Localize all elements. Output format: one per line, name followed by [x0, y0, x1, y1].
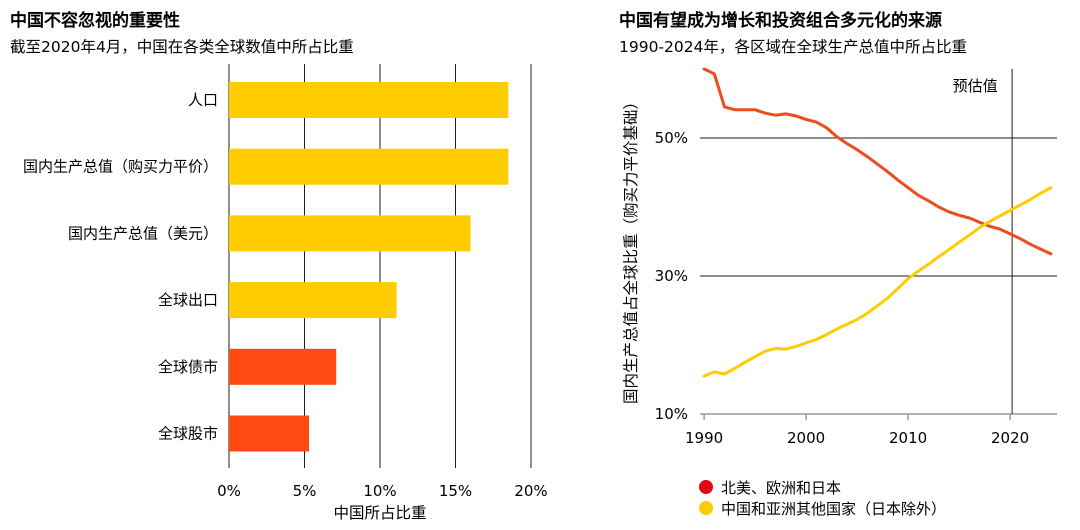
line-y-tick-label-50: 50% — [655, 129, 688, 147]
bar-x-tick-label-15: 15% — [439, 482, 472, 500]
bar-x-tick-label-20: 20% — [514, 482, 547, 500]
left-panel: 中国不容忽视的重要性 截至2020年4月，中国在各类全球数值中所占比重 人口国内… — [10, 10, 548, 522]
left-chart-title: 中国不容忽视的重要性 — [10, 10, 180, 31]
bar-global-bond-market — [229, 348, 337, 385]
series-line-north-america-europe-japan — [702, 67, 1053, 256]
right-panel: 中国有望成为增长和投资组合多元化的来源 1990-2024年，各区域在全球生产总… — [619, 10, 1057, 518]
bar-x-tick-label-5: 5% — [293, 482, 317, 500]
line-x-tick-label-2000: 2000 — [787, 429, 825, 447]
bar-global-equity-market — [229, 415, 310, 452]
line-y-tick-label-30: 30% — [655, 267, 688, 285]
line-x-tick-label-2010: 2010 — [889, 429, 927, 447]
bar-gdp-usd — [229, 215, 471, 252]
legend: 北美、欧洲和日本 中国和亚洲其他国家（日本除外） — [699, 479, 946, 518]
bar-x-axis-title: 中国所占比重 — [333, 504, 426, 522]
category-label-global-equity-market: 全球股市 — [158, 425, 218, 443]
category-label-global-bond-market: 全球债市 — [158, 358, 218, 376]
category-label-population: 人口 — [188, 91, 218, 109]
line-plot-area: 10% 30% 50% 1990 2000 2010 2020 — [655, 67, 1057, 447]
bar-x-tick-label-10: 10% — [363, 482, 396, 500]
legend-label-china-and-other-asia: 中国和亚洲其他国家（日本除外） — [721, 500, 946, 518]
line-y-tick-label-10: 10% — [655, 405, 688, 423]
category-label-global-exports: 全球出口 — [158, 291, 218, 309]
category-label-gdp-ppp: 国内生产总值（购买力平价） — [23, 158, 218, 176]
left-chart-subtitle: 截至2020年4月，中国在各类全球数值中所占比重 — [10, 38, 354, 56]
bar-global-exports — [229, 282, 397, 319]
series-line-china-and-other-asia — [702, 186, 1053, 378]
line-y-axis-title: 国内生产总值占全球比重（购买力平价基础） — [622, 94, 640, 404]
right-chart-title: 中国有望成为增长和投资组合多元化的来源 — [619, 10, 942, 31]
legend-marker-china-and-other-asia — [699, 501, 713, 515]
legend-label-north-america-europe-japan: 北美、欧洲和日本 — [721, 479, 841, 497]
bar-x-tick-label-0: 0% — [217, 482, 241, 500]
legend-marker-north-america-europe-japan — [699, 480, 713, 494]
right-chart-subtitle: 1990-2024年，各区域在全球生产总值中所占比重 — [619, 38, 967, 56]
bar-population — [229, 82, 509, 118]
line-x-tick-label-2020: 2020 — [991, 429, 1029, 447]
line-x-tick-label-1990: 1990 — [685, 429, 723, 447]
bar-gdp-ppp — [229, 148, 509, 185]
forecast-annotation: 预估值 — [953, 77, 998, 95]
category-label-gdp-usd: 国内生产总值（美元） — [68, 224, 218, 242]
